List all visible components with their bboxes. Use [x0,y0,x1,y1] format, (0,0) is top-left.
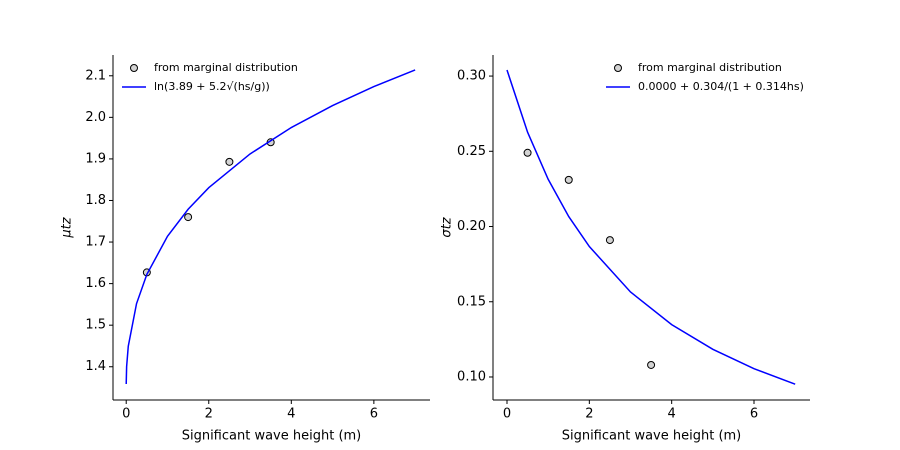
y-tick-label: 0.25 [457,144,486,159]
y-tick-label: 1.8 [85,193,106,208]
x-tick-label: 2 [585,407,593,422]
y-tick-label: 0.10 [457,369,486,384]
y-tick-label: 1.7 [85,235,106,250]
line [125,69,416,385]
y-tick-label: 1.9 [85,151,106,166]
y-tick-label: 2.0 [85,110,106,125]
y-axis-label: μtz [60,216,75,238]
x-axis-label: Significant wave height (m) [562,429,742,444]
legend-marker [130,64,138,72]
legend-label: 0.0000 + 0.304/(1 + 0.314hs) [638,80,804,93]
y-tick-label: 1.5 [85,318,106,333]
point [225,157,234,166]
line [506,69,796,385]
y-tick-label: 0.20 [457,219,486,234]
legend-label: ln(3.89 + 5.2√(hs/g)) [154,80,270,93]
x-axis-label: Significant wave height (m) [182,429,362,444]
point [523,148,532,157]
point [564,175,573,184]
y-tick-label: 0.30 [457,69,486,84]
point [184,213,193,222]
y-axis-label: σtz [440,216,455,237]
x-tick-label: 4 [287,407,295,422]
y-tick-label: 0.15 [457,294,486,309]
x-tick-label: 0 [503,407,511,422]
x-tick-label: 2 [205,407,213,422]
x-tick-label: 4 [668,407,676,422]
x-tick-label: 6 [370,407,378,422]
y-tick-label: 1.6 [85,276,106,291]
legend-label: from marginal distribution [638,61,782,74]
y-tick-label: 1.4 [85,359,106,374]
legend-marker [614,64,622,72]
point [605,236,614,245]
y-tick-label: 2.1 [85,68,106,83]
point [647,360,656,369]
x-tick-label: 6 [750,407,758,422]
x-tick-label: 0 [122,407,130,422]
legend-label: from marginal distribution [154,61,298,74]
